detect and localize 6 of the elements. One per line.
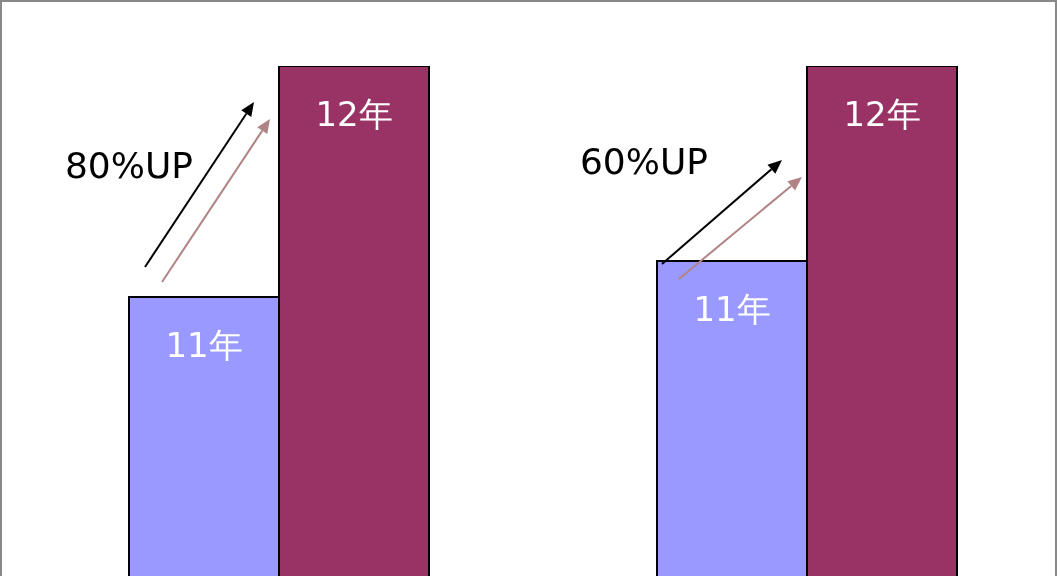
x-tick-label: 12年	[843, 94, 921, 134]
annotation: 60%UP	[579, 141, 709, 183]
x-tick-label: 12年	[315, 94, 393, 134]
annotation: 80%UP	[64, 144, 194, 186]
x-tick-label: 11年	[165, 324, 243, 365]
x-tick-label: 11年	[693, 289, 771, 330]
